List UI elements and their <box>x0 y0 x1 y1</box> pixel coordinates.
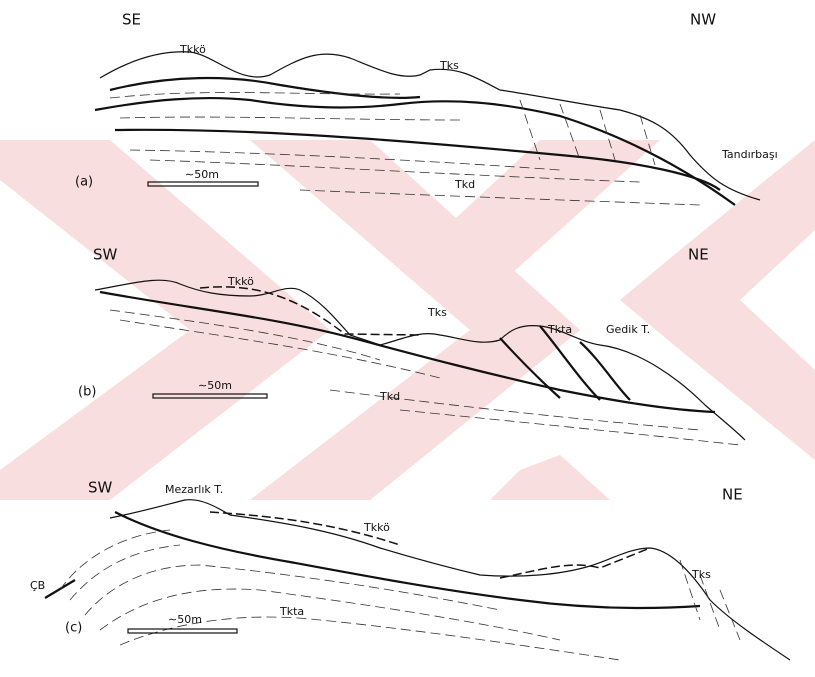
scale-bar <box>148 182 258 186</box>
fault <box>115 512 700 608</box>
unit-label: Tks <box>427 306 447 319</box>
bedding <box>60 530 620 660</box>
direction-label: SE <box>122 11 141 29</box>
fault <box>110 78 420 98</box>
direction-label: NW <box>690 11 716 29</box>
topography <box>110 500 790 660</box>
fault <box>45 580 75 598</box>
unit-label: ÇB <box>30 579 45 592</box>
section-label: (b) <box>78 385 96 400</box>
direction-label: NE <box>722 486 743 504</box>
unit-label: Tks <box>439 59 459 72</box>
scale-label: ∼50m <box>198 379 232 392</box>
unit-label: Tkta <box>279 605 304 618</box>
place-label: Gedik T. <box>606 323 650 336</box>
place-label: Mezarlık T. <box>165 483 223 496</box>
direction-label: SW <box>88 479 113 497</box>
place-label: Tandırbaşı <box>721 148 778 161</box>
scale-label: ∼50m <box>185 168 219 181</box>
section-label: (a) <box>75 175 93 190</box>
unit-label: Tkkö <box>179 43 206 56</box>
unit-label: Tkta <box>547 323 572 336</box>
direction-label: NE <box>688 246 709 264</box>
section-c <box>45 500 790 660</box>
unit-label: Tkkö <box>363 521 390 534</box>
unit-label: Tkkö <box>227 275 254 288</box>
unit-label: Tkd <box>454 178 475 191</box>
section-label: (c) <box>65 621 82 636</box>
scale-label: ∼50m <box>168 613 202 626</box>
direction-label: SW <box>93 246 118 264</box>
scale-bar <box>128 629 237 633</box>
unit-label: Tkd <box>379 390 400 403</box>
cross-section-figure: SE NW Tkkö Tks Tkd Tandırbaşı (a) ∼50m S… <box>0 0 815 677</box>
unit-label: Tks <box>691 568 711 581</box>
